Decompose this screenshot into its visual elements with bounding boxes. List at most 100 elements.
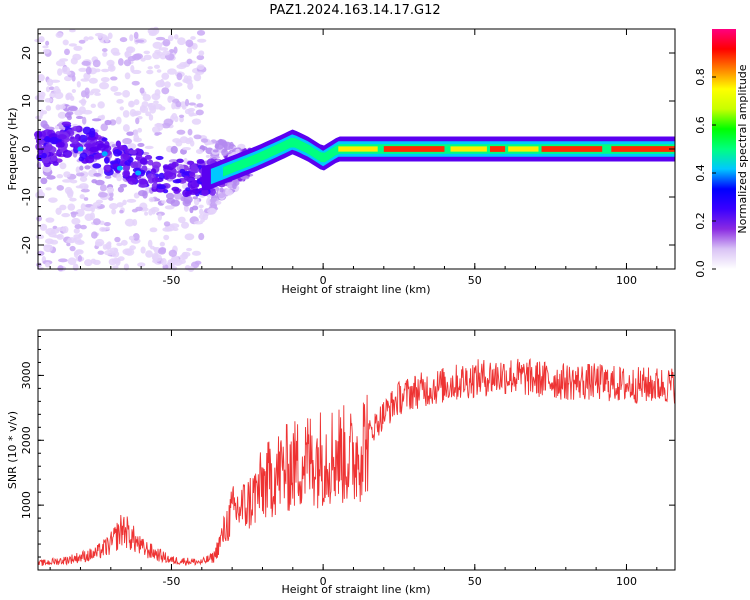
spectrogram-speckle <box>177 37 186 46</box>
spectrogram-speckle <box>190 36 196 40</box>
spectrogram-core-speckle <box>134 162 142 169</box>
spectrogram-speckle <box>122 137 133 145</box>
spectrogram-peak <box>135 170 142 176</box>
spectrogram-speckle <box>128 235 135 241</box>
spectrogram-speckle <box>80 98 87 107</box>
spectrogram-speckle <box>62 226 69 234</box>
snr-series-line <box>37 358 676 566</box>
spectrogram-speckle <box>48 231 57 238</box>
spectrogram-speckle <box>80 224 87 230</box>
spectrogram-xtick-label: 50 <box>468 274 482 287</box>
spectrogram-speckle <box>193 73 202 82</box>
spectrogram-speckle <box>172 138 182 144</box>
spectrogram-speckle <box>42 45 49 49</box>
spectrogram-speckle <box>147 66 153 70</box>
spectrogram-speckle <box>97 250 105 255</box>
spectrogram-speckle <box>145 250 153 258</box>
spectrogram-speckle <box>161 72 170 80</box>
spectrogram-speckle <box>169 223 180 229</box>
spectrogram-speckle <box>44 261 51 268</box>
spectrogram-core-speckle <box>78 156 85 162</box>
spectrogram-speckle <box>196 54 205 61</box>
spectrogram-speckle <box>159 241 165 247</box>
spectrogram-speckle <box>77 255 83 262</box>
spectrogram-speckle <box>99 226 107 232</box>
ridge-peak-segment <box>383 146 445 152</box>
spectrogram-speckle <box>85 66 92 75</box>
spectrogram-core-speckle <box>163 171 174 178</box>
spectrogram-speckle <box>161 257 167 266</box>
spectrogram-speckle <box>195 148 204 154</box>
spectrogram-speckle <box>168 249 177 257</box>
spectrogram-core-speckle <box>151 177 159 184</box>
spectrogram-core-speckle <box>155 155 164 160</box>
spectrogram-speckle <box>132 232 140 241</box>
spectrogram-speckle <box>110 47 120 55</box>
spectrogram-speckle <box>90 231 98 239</box>
spectrogram-speckle <box>197 64 205 70</box>
spectrogram-speckle <box>144 145 154 150</box>
spectrogram-speckle <box>119 106 124 111</box>
spectrogram-core-speckle <box>61 121 72 126</box>
spectrogram-core-speckle <box>57 134 67 140</box>
spectrogram-speckle <box>45 40 50 46</box>
spectrogram-speckle <box>36 262 42 268</box>
spectrogram-ytick-label: 10 <box>20 94 33 108</box>
spectrogram-peak <box>101 151 108 157</box>
spectrogram-speckle <box>176 72 183 81</box>
spectrogram-speckle <box>199 208 204 215</box>
spectrogram-ytick-label: 0 <box>20 146 33 153</box>
spectrogram-speckle <box>58 258 68 263</box>
spectrogram-speckle <box>84 213 94 222</box>
spectrogram-core-speckle <box>36 130 43 138</box>
spectrogram-speckle <box>103 222 111 227</box>
spectrogram-speckle <box>145 111 152 117</box>
spectrogram-speckle <box>107 241 112 246</box>
spectrogram-speckle <box>133 134 140 142</box>
spectrogram-speckle <box>67 190 74 199</box>
spectrogram-speckle <box>187 128 193 136</box>
spectrogram-speckle <box>177 216 186 224</box>
spectrogram-speckle <box>48 197 58 203</box>
spectrogram-speckle <box>68 43 78 47</box>
spectrogram-speckle <box>135 39 145 43</box>
spectrogram-core-speckle <box>92 163 102 169</box>
spectrogram-speckle <box>59 162 67 170</box>
spectrogram-speckle <box>207 208 217 214</box>
spectrogram-speckle <box>217 138 224 145</box>
ridge-peak-segment <box>490 146 506 152</box>
spectrogram-core-speckle <box>45 142 53 151</box>
spectrogram-core-speckle <box>156 184 167 190</box>
spectrogram-speckle <box>154 89 161 96</box>
spectrogram-speckle <box>105 226 110 230</box>
spectrogram-speckle <box>69 179 78 184</box>
spectrogram-core-speckle <box>209 188 217 196</box>
spectrogram-speckle <box>196 103 204 108</box>
colorbar: 0.0 0.2 0.4 0.6 0.8 Normalized spectral ampl… <box>694 29 749 278</box>
spectrogram-speckle <box>162 38 171 47</box>
spectrogram-speckle <box>139 106 149 114</box>
spectrogram-speckle <box>196 29 206 36</box>
spectrogram-ytick-label: 20 <box>20 46 33 60</box>
spectrogram-ytick-label: -10 <box>20 188 33 206</box>
spectrogram-speckle <box>100 114 106 120</box>
spectrogram-speckle <box>179 136 189 144</box>
spectrogram-speckle <box>46 175 56 180</box>
snr-xtick-label: 100 <box>616 575 637 588</box>
spectrogram-speckle <box>83 197 89 201</box>
spectrogram-marks <box>33 26 676 273</box>
spectrogram-speckle <box>181 105 187 110</box>
spectrogram-speckle <box>142 190 148 199</box>
spectrogram-speckle <box>91 118 102 122</box>
spectrogram-speckle <box>192 196 198 200</box>
spectrogram-xtick-label: 100 <box>616 274 637 287</box>
spectrogram-speckle <box>73 228 80 234</box>
spectrogram-speckle <box>153 100 159 105</box>
spectrogram-speckle <box>76 81 81 88</box>
spectrogram-speckle <box>143 54 152 61</box>
colorbar-ticks: 0.0 0.2 0.4 0.6 0.8 <box>694 68 716 278</box>
spectrogram-speckle <box>55 32 64 38</box>
spectrogram-speckle <box>155 79 166 88</box>
spectrogram-speckle <box>100 123 109 132</box>
spectrogram-speckle <box>117 58 124 66</box>
